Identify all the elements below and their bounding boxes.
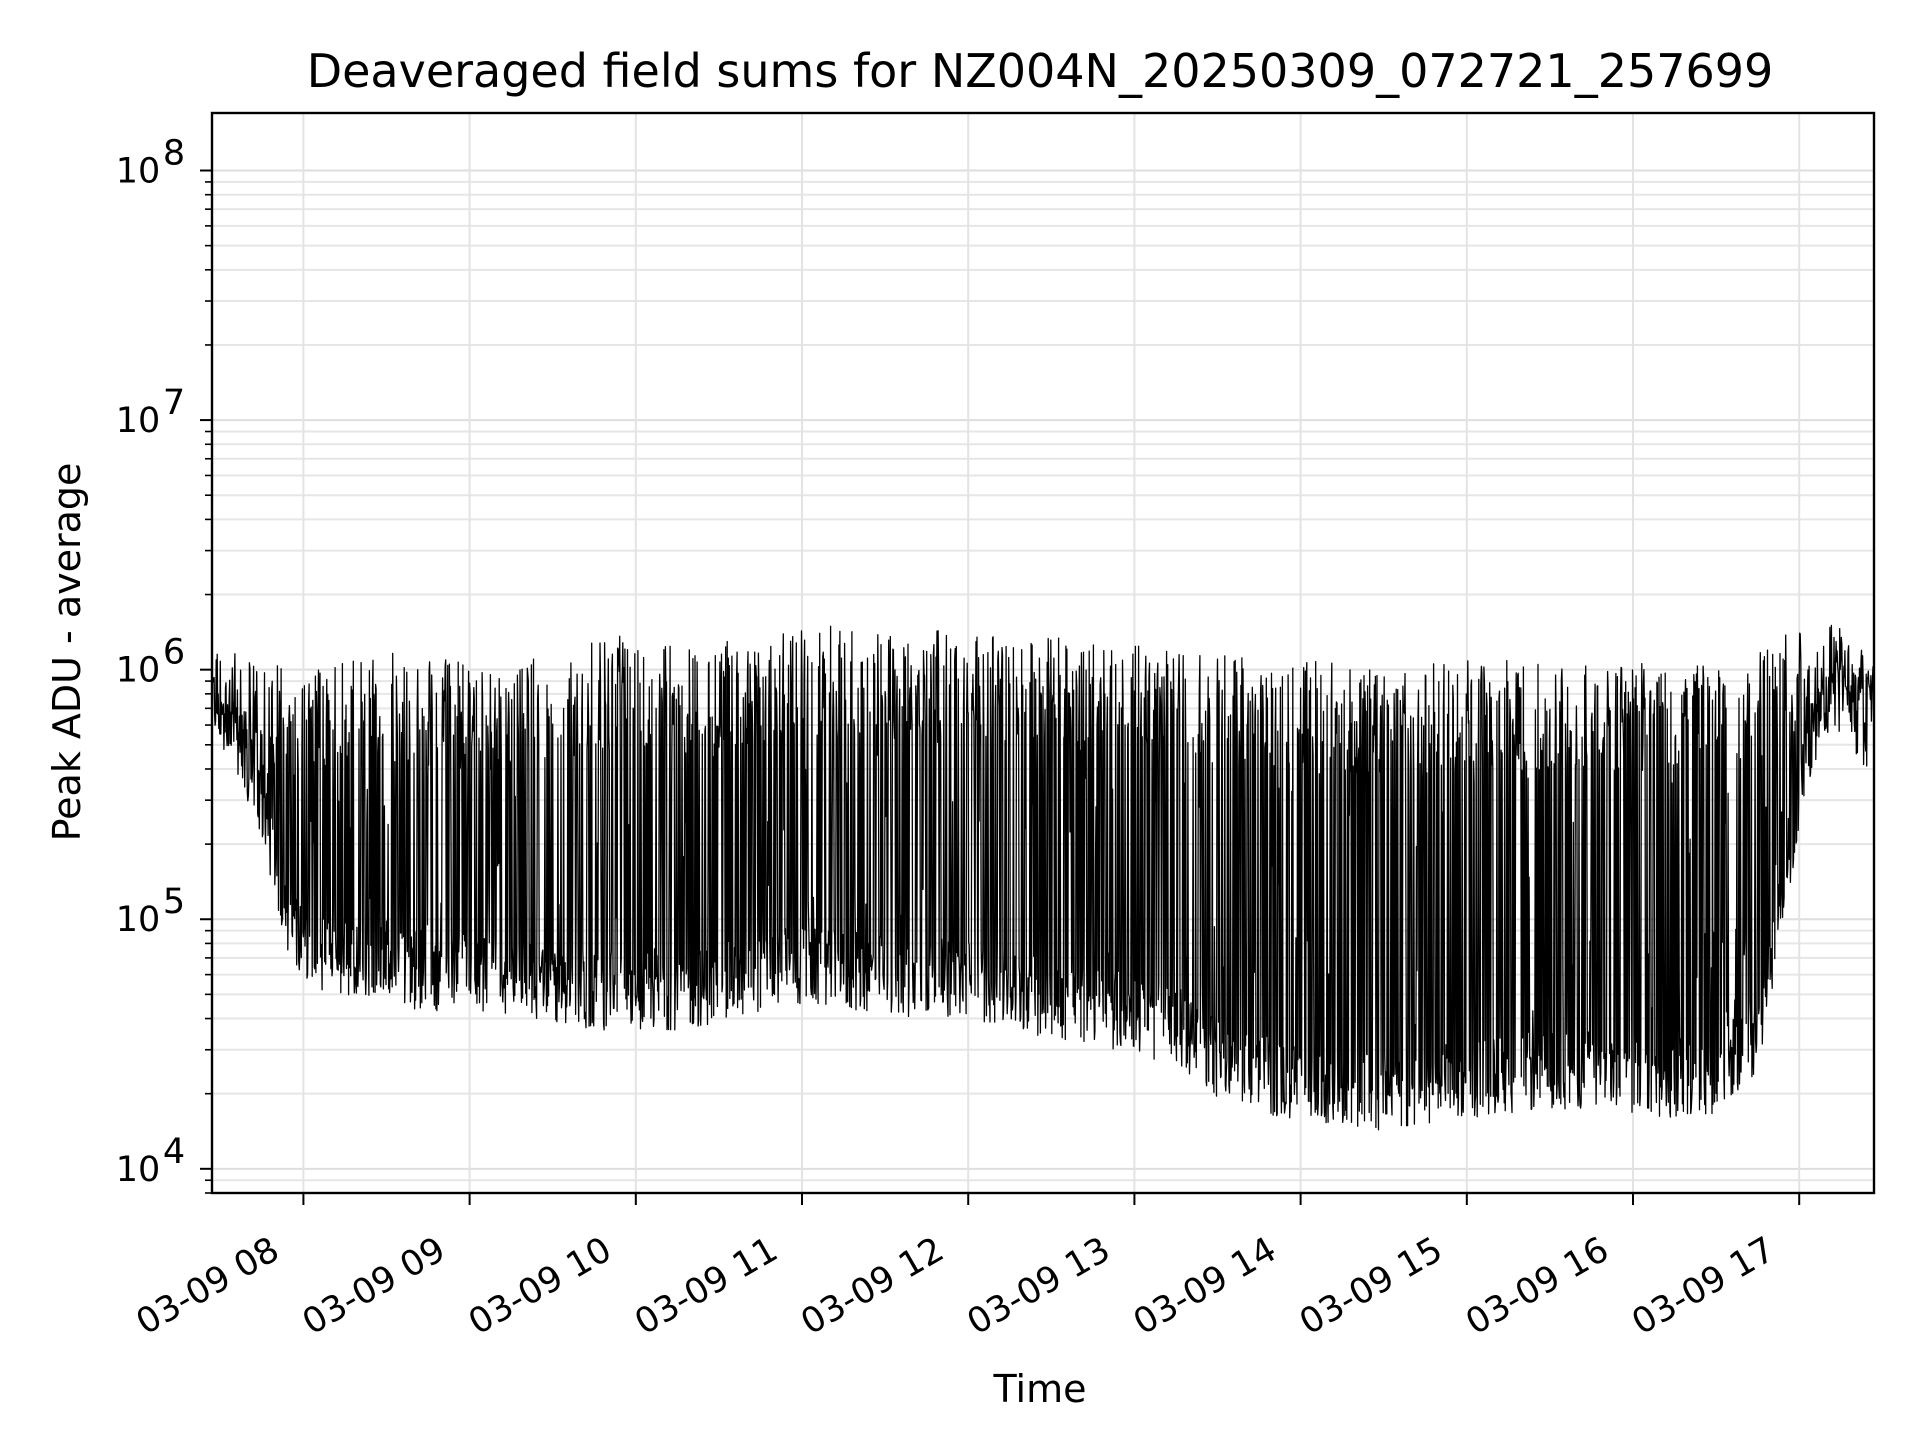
y-tick-exponent: 8 xyxy=(163,134,185,174)
y-tick-exponent: 7 xyxy=(163,383,185,423)
y-tick-exponent: 6 xyxy=(163,633,185,673)
y-tick-exponent: 5 xyxy=(163,882,185,922)
y-tick-label: 10 xyxy=(116,651,161,691)
y-tick-label: 10 xyxy=(116,900,161,940)
series-line xyxy=(211,624,1875,1131)
y-axis-label: Peak ADU - average xyxy=(45,463,89,842)
x-axis-label: Time xyxy=(993,1367,1087,1411)
y-tick-label: 10 xyxy=(116,152,161,192)
y-tick-label: 10 xyxy=(116,401,161,441)
axes-frame xyxy=(210,111,1876,1195)
chart-title: Deaveraged field sums for NZ004N_2025030… xyxy=(307,44,1774,98)
y-tick-exponent: 4 xyxy=(163,1132,185,1172)
y-tick-label: 10 xyxy=(116,1150,161,1190)
